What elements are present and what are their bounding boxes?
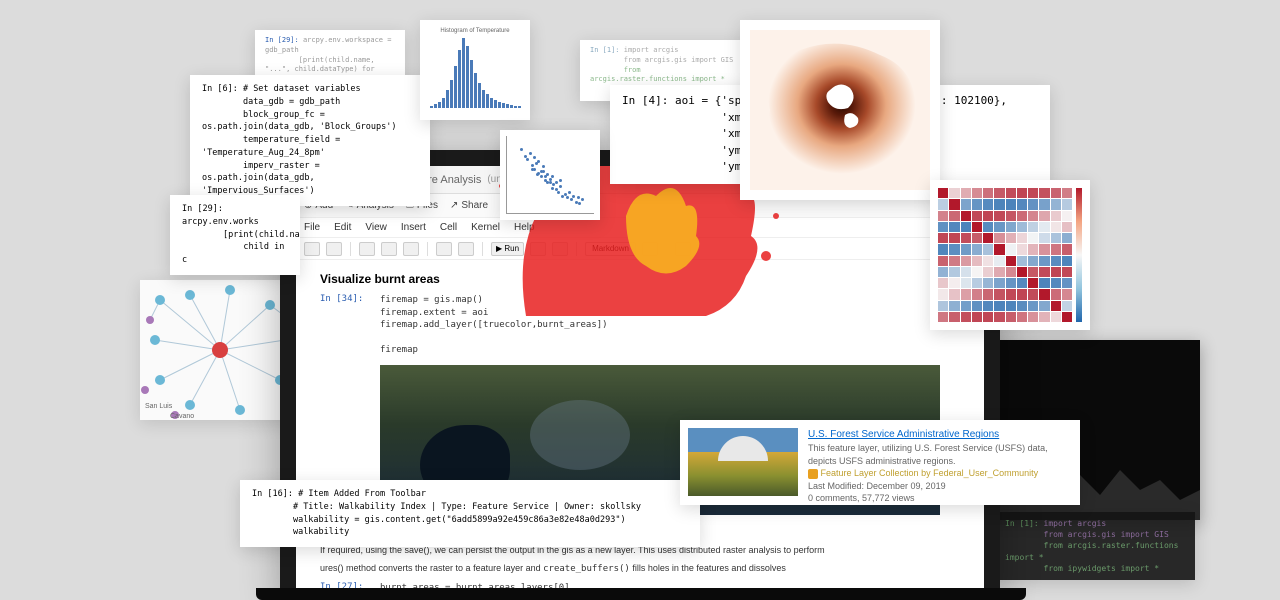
- code-snippet-import-bottom: In [1]: import arcgis from arcgis.gis im…: [995, 512, 1195, 580]
- down-icon[interactable]: [458, 242, 474, 256]
- heatmap-tile: [740, 20, 940, 200]
- code-snippet-left-mid: In [29]: arcpy.env.works [print(child.na…: [170, 195, 300, 275]
- matrix-grid: [938, 188, 1072, 322]
- prompt-label: In [1]:: [1005, 519, 1039, 528]
- menu-insert[interactable]: Insert: [401, 222, 426, 233]
- body-text-2: ures() method converts the raster to a f…: [320, 563, 960, 574]
- prompt-label: In [29]:: [265, 36, 299, 44]
- cut-icon[interactable]: [359, 242, 375, 256]
- feature-title-link[interactable]: U.S. Forest Service Administrative Regio…: [808, 429, 999, 440]
- feature-thumbnail: [688, 428, 798, 496]
- add-cell-icon[interactable]: [326, 242, 342, 256]
- code-snippet-dataset: In [6]: # Set dataset variables data_gdb…: [190, 75, 430, 206]
- network-graph-tile: San Luis Cavano: [140, 280, 300, 420]
- paste-icon[interactable]: [403, 242, 419, 256]
- heatmap-svg: [750, 30, 930, 190]
- up-icon[interactable]: [436, 242, 452, 256]
- histogram-title: Histogram of Temperature: [428, 28, 522, 34]
- code-line: from arcgis.raster.functions import *: [1005, 541, 1178, 561]
- menu-view[interactable]: View: [365, 222, 387, 233]
- prompt-label: In [1]:: [590, 46, 620, 54]
- menu-file[interactable]: File: [304, 222, 320, 233]
- code-line: from arcgis.gis import GIS: [1044, 530, 1169, 539]
- prompt-label: In [29]:: [182, 204, 223, 214]
- colorbar: [1076, 188, 1082, 322]
- feature-desc: This feature layer, utilizing U.S. Fores…: [808, 443, 1048, 466]
- histogram-tile: Histogram of Temperature: [420, 20, 530, 120]
- code-line: from ipywidgets import *: [1044, 564, 1160, 573]
- menu-edit[interactable]: Edit: [334, 222, 351, 233]
- feature-item-card[interactable]: U.S. Forest Service Administrative Regio…: [680, 420, 1080, 505]
- layer-icon: [808, 469, 818, 479]
- network-label-1: San Luis: [145, 403, 173, 410]
- laptop-base: [256, 588, 1026, 600]
- feature-meta-1: Feature Layer Collection by Federal_User…: [821, 468, 1039, 478]
- feature-meta-3: 0 comments, 57,772 views: [808, 493, 915, 503]
- menu-cell[interactable]: Cell: [440, 222, 457, 233]
- save-icon[interactable]: [304, 242, 320, 256]
- feature-info: U.S. Forest Service Administrative Regio…: [808, 428, 1072, 497]
- cell-prompt: In [34]:: [320, 294, 380, 357]
- histogram-bars: [428, 38, 522, 108]
- scatter-plot: [506, 136, 594, 214]
- code-snippet-walkability: In [16]: # Item Added From Toolbar # Tit…: [240, 480, 700, 547]
- code-line: import arcgis: [1044, 519, 1107, 528]
- prompt-label: In [6]:: [202, 84, 238, 94]
- prompt-label: In [16]:: [252, 489, 293, 499]
- correlation-matrix-tile: [930, 180, 1090, 330]
- copy-icon[interactable]: [381, 242, 397, 256]
- feature-meta-2: Last Modified: December 09, 2019: [808, 481, 946, 491]
- scatter-tile: [500, 130, 600, 220]
- network-label-2: Cavano: [170, 413, 194, 420]
- prompt-label: In [4]:: [622, 94, 668, 107]
